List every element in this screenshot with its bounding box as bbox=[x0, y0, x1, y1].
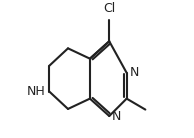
Text: NH: NH bbox=[27, 85, 45, 98]
Text: Cl: Cl bbox=[103, 2, 115, 15]
Text: N: N bbox=[129, 66, 139, 79]
Text: N: N bbox=[112, 110, 121, 123]
